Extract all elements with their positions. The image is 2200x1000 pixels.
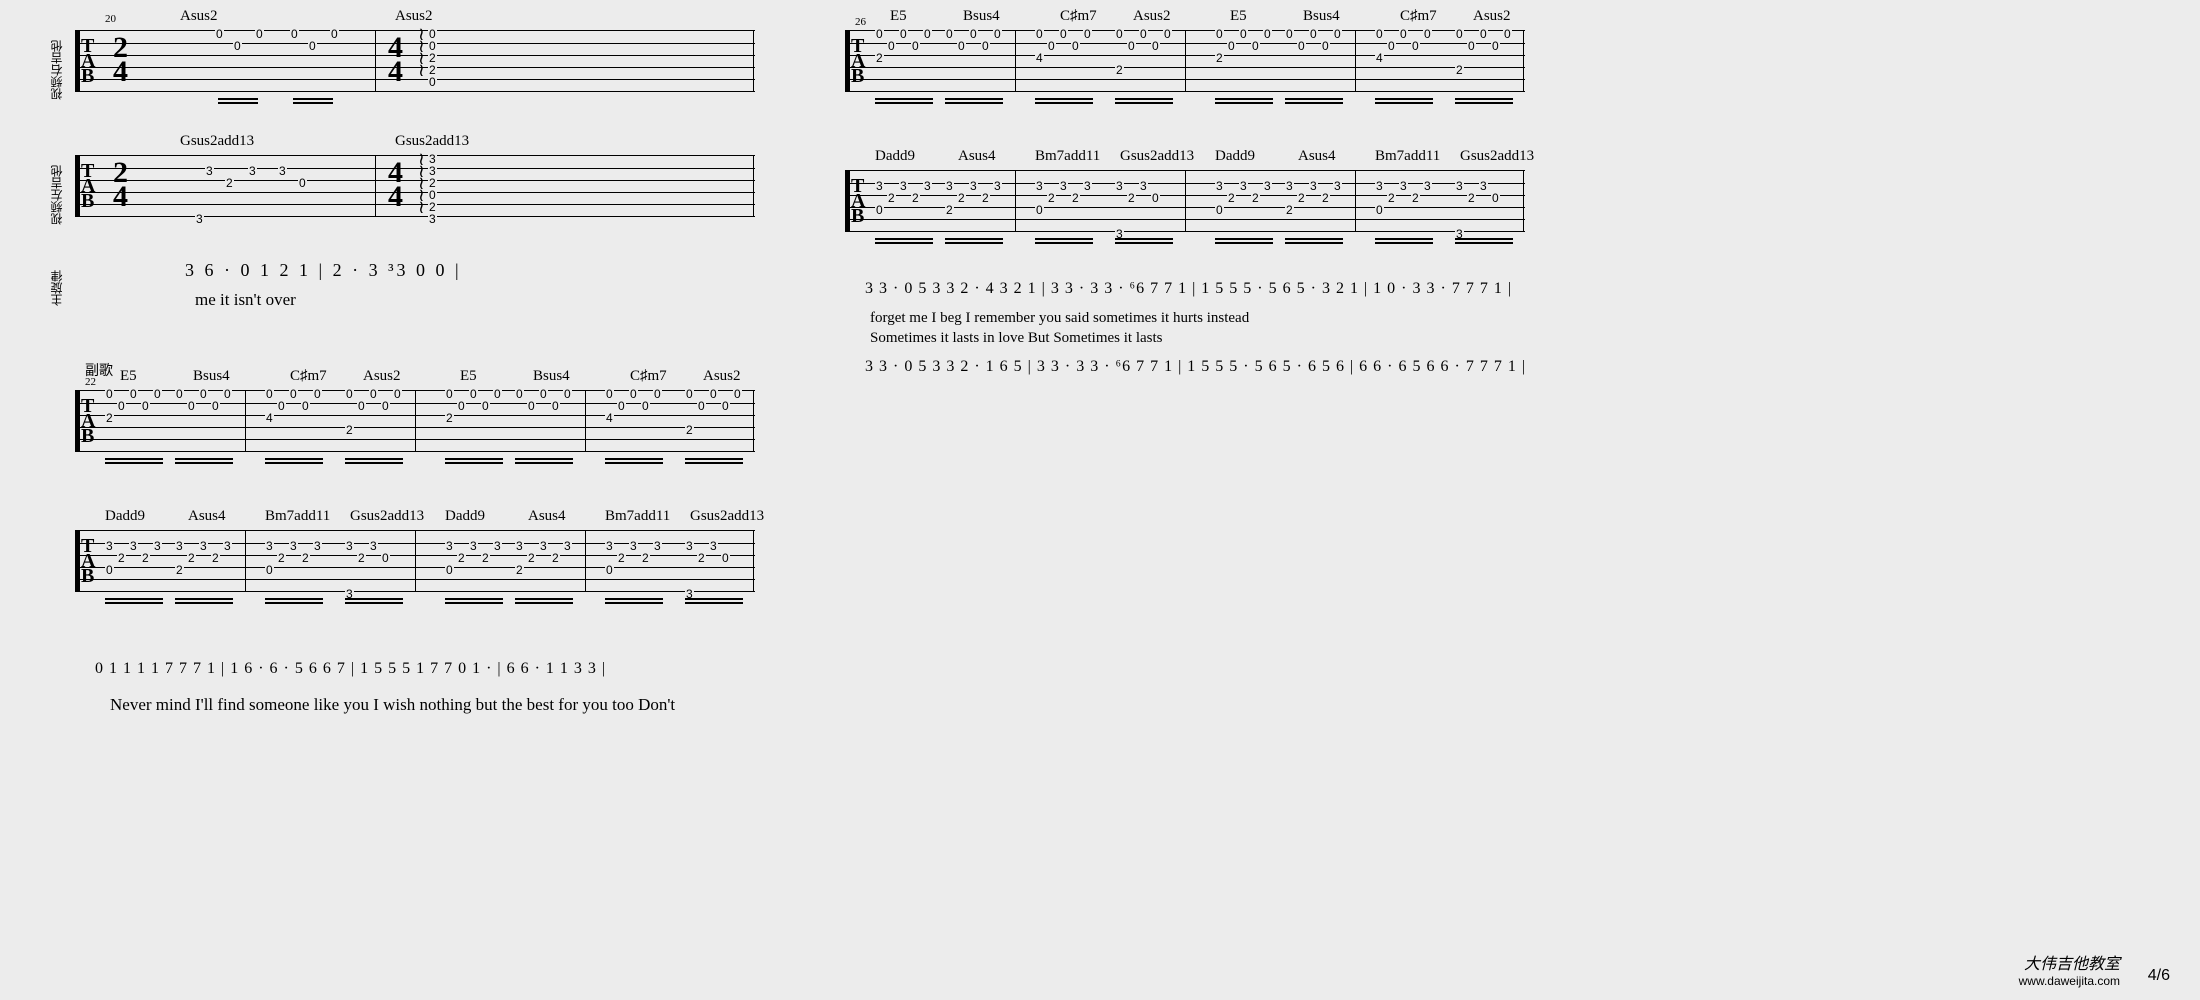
chord: Asus2 [1133,8,1171,25]
fret: 0 [290,27,299,41]
fret: 0 [330,27,339,41]
track-left-guitar: 视频左吉他 [48,165,65,225]
fret: 3 [278,164,287,178]
measure-number: 20 [105,13,116,25]
chord: Bsus4 [533,368,570,385]
chord: Gsus2add13 [1460,148,1534,165]
timesig: 24 [113,36,128,84]
footer-url: www.daweijita.com [2019,974,2120,988]
chord: Gsus2add13 [350,508,424,525]
chord: Asus4 [528,508,566,525]
chord: Asus4 [188,508,226,525]
tab-label: TAB [851,179,865,224]
chord: Bsus4 [1303,8,1340,25]
chord: Asus4 [958,148,996,165]
jianpu: 0 1 1 1 1 7 7 7 1 | 1 6 · 6 · 5 6 6 7 | … [95,660,775,678]
chord: Asus2 [1473,8,1511,25]
timesig: 44 [388,161,403,209]
tab-label: TAB [81,39,95,84]
chord: Gsus2add13 [180,133,254,150]
measure-number: 26 [855,16,866,28]
tab-label: TAB [851,39,865,84]
chord: Dadd9 [875,148,915,165]
lyric: Never mind I'll find someone like you I … [110,695,790,715]
arpeggio: ≀≀≀≀ [418,28,425,76]
staff-top-sys1: TAB [75,30,755,92]
chord: Bsus4 [193,368,230,385]
lyric: forget me I beg I remember you said some… [870,310,1550,327]
beam [293,102,333,104]
timesig: 44 [388,36,403,84]
chord: Bm7add11 [605,508,670,525]
chord: Dadd9 [105,508,145,525]
chord: Gsus2add13 [1120,148,1194,165]
chord: Asus2 [703,368,741,385]
chord: E5 [1230,8,1247,25]
chord: C♯m7 [290,368,327,385]
fret: 3 [195,212,204,226]
fret: 3 [428,212,437,226]
chord: C♯m7 [1400,8,1437,25]
chord: Gsus2add13 [395,133,469,150]
chord: Dadd9 [1215,148,1255,165]
fret: 0 [233,39,242,53]
measure-number: 22 [85,376,96,388]
tab-label: TAB [81,399,95,444]
fret: 0 [255,27,264,41]
arpeggio: ≀≀≀≀≀ [418,153,425,213]
chord: Asus2 [395,8,433,25]
beam [293,98,333,100]
chord: Bm7add11 [1375,148,1440,165]
beam [218,102,258,104]
chord: E5 [460,368,477,385]
chord: Bm7add11 [1035,148,1100,165]
footer: 大伟吉他教室 www.daweijita.com [2019,950,2120,988]
track-melody: 主旋律 [48,270,65,306]
tab-label: TAB [81,539,95,584]
beam [218,98,258,100]
fret: 3 [205,164,214,178]
jianpu: 3 6 · 0 1 2 1 | 2 · 3 ³3 0 0 | [185,260,765,281]
chord: C♯m7 [630,368,667,385]
staff-bottom-sys1: TAB [75,155,755,217]
fret: 0 [308,39,317,53]
chord: Bsus4 [963,8,1000,25]
chord: Asus2 [180,8,218,25]
page-number: 4/6 [2148,967,2170,985]
fret: 3 [248,164,257,178]
chord: Asus4 [1298,148,1336,165]
tab-label: TAB [81,164,95,209]
lyric: me it isn't over [195,290,595,310]
chord: C♯m7 [1060,8,1097,25]
fret: 0 [215,27,224,41]
chord: Dadd9 [445,508,485,525]
timesig: 24 [113,161,128,209]
chord: Gsus2add13 [690,508,764,525]
fret: 0 [298,176,307,190]
chord: E5 [120,368,137,385]
fret: 0 [428,75,437,89]
chord: Asus2 [363,368,401,385]
jianpu: 3 3 · 0 5 3 3 2 · 1 6 5 | 3 3 · 3 3 · ⁶6… [865,358,1545,376]
footer-title: 大伟吉他教室 [2019,950,2120,974]
track-right-guitar: 视频右吉他 [48,40,65,100]
chord: Bm7add11 [265,508,330,525]
jianpu: 3 3 · 0 5 3 3 2 · 4 3 2 1 | 3 3 · 3 3 · … [865,280,1545,298]
fret: 2 [225,176,234,190]
chord: E5 [890,8,907,25]
lyric: Sometimes it lasts in love But Sometimes… [870,330,1550,347]
